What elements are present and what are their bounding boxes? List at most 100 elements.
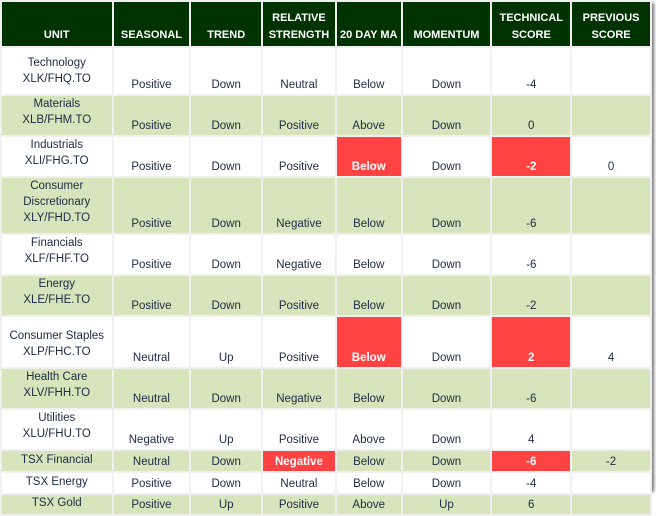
cell-20-day-ma: Below — [336, 276, 401, 315]
cell-unit: Consumer Discretionary XLY/FHD.TO — [2, 178, 112, 233]
cell-technical-score: -6 — [492, 369, 571, 408]
cell-unit: TSX Gold — [2, 495, 112, 514]
cell-trend: Up — [191, 495, 262, 514]
cell-technical-score: -6 — [492, 235, 571, 274]
cell-technical-score: -4 — [492, 48, 571, 94]
unit-line: XLP/FHC.TO — [23, 346, 91, 358]
cell-seasonal: Positive — [113, 137, 190, 176]
cell-20-day-ma: Below — [336, 235, 401, 274]
unit-line: Consumer Staples — [9, 330, 105, 342]
cell-trend: Down — [191, 48, 262, 94]
unit-line: TSX Energy — [25, 476, 88, 488]
cell-previous-score — [572, 48, 650, 94]
cell-unit: Industrials XLI/FHG.TO — [2, 137, 112, 176]
cell-trend: Up — [191, 410, 262, 449]
cell-previous-score: 4 — [572, 317, 650, 367]
unit-line: Financials — [30, 237, 83, 249]
cell-technical-score: 4 — [492, 410, 571, 449]
cell-momentum: Down — [402, 137, 491, 176]
cell-seasonal: Positive — [113, 178, 190, 233]
unit-line: XLK/FHQ.TO — [22, 73, 91, 85]
cell-technical-score: 2 — [492, 317, 571, 367]
header-previous-score: PREVIOUS SCORE — [572, 2, 650, 46]
cell-unit: Utilities XLU/FHU.TO — [2, 410, 112, 449]
cell-trend: Down — [191, 96, 262, 135]
cell-unit: Materials XLB/FHM.TO — [2, 96, 112, 135]
cell-relative-strength: Neutral — [263, 48, 335, 94]
unit-line: XLV/FHH.TO — [23, 387, 91, 399]
cell-relative-strength: Positive — [263, 96, 335, 135]
cell-momentum: Down — [402, 96, 491, 135]
cell-previous-score — [572, 369, 650, 408]
cell-previous-score — [572, 473, 650, 493]
cell-technical-score: -6 — [492, 451, 571, 471]
cell-momentum: Down — [402, 473, 491, 493]
cell-seasonal: Negative — [113, 410, 190, 449]
cell-technical-score: -6 — [492, 178, 571, 233]
cell-unit: Technology XLK/FHQ.TO — [2, 48, 112, 94]
cell-technical-score: -2 — [492, 137, 571, 176]
cell-trend: Down — [191, 369, 262, 408]
unit-line: Consumer — [30, 180, 84, 192]
unit-line: TSX Gold — [31, 497, 82, 509]
table-row: Utilities XLU/FHU.TO Negative Up Positive Abo… — [2, 410, 650, 449]
table-row: Consumer Staples XLP/FHC.TO Neutral Up Posit… — [2, 317, 650, 367]
cell-unit: TSX Energy — [2, 473, 112, 493]
table-row: Energy XLE/FHE.TO Positive Down Positive Belo… — [2, 276, 650, 315]
cell-seasonal: Positive — [113, 473, 190, 493]
table-row: Technology XLK/FHQ.TO Positive Down Neutral B… — [2, 48, 650, 94]
table-row: Consumer Discretionary XLY/FHD.TO Positive D… — [2, 178, 650, 233]
cell-seasonal: Neutral — [113, 451, 190, 471]
cell-trend: Down — [191, 178, 262, 233]
unit-line: XLU/FHU.TO — [22, 428, 91, 440]
cell-20-day-ma: Above — [336, 495, 401, 514]
header-relative-strength: RELATIVE STRENGTH — [263, 2, 335, 46]
cell-trend: Down — [191, 451, 262, 471]
header-momentum: MOMENTUM — [402, 2, 491, 46]
cell-momentum: Down — [402, 48, 491, 94]
cell-trend: Down — [191, 276, 262, 315]
header-20-day-ma: 20 DAY MA — [336, 2, 401, 46]
cell-20-day-ma: Below — [336, 317, 401, 367]
cell-unit: Energy XLE/FHE.TO — [2, 276, 112, 315]
cell-previous-score — [572, 178, 650, 233]
cell-relative-strength: Positive — [263, 495, 335, 514]
unit-line: TSX Financial — [20, 454, 93, 466]
unit-line: XLF/FHF.TO — [24, 253, 89, 265]
cell-unit: Financials XLF/FHF.TO — [2, 235, 112, 274]
cell-20-day-ma: Above — [336, 410, 401, 449]
table-row: Financials XLF/FHF.TO Positive Down Negative… — [2, 235, 650, 274]
header-unit: UNIT — [2, 2, 112, 46]
unit-line: Discretionary — [23, 196, 91, 208]
cell-relative-strength: Positive — [263, 137, 335, 176]
cell-relative-strength: Negative — [263, 235, 335, 274]
cell-seasonal: Positive — [113, 495, 190, 514]
header-seasonal: SEASONAL — [113, 2, 190, 46]
cell-seasonal: Positive — [113, 48, 190, 94]
table-row: TSX Financial Neutral Down Negative Below Dow… — [2, 451, 650, 471]
cell-20-day-ma: Below — [336, 369, 401, 408]
cell-momentum: Down — [402, 369, 491, 408]
cell-previous-score: -2 — [572, 451, 650, 471]
cell-previous-score — [572, 410, 650, 449]
cell-seasonal: Neutral — [113, 369, 190, 408]
cell-seasonal: Positive — [113, 96, 190, 135]
cell-trend: Down — [191, 137, 262, 176]
cell-trend: Down — [191, 235, 262, 274]
cell-20-day-ma: Below — [336, 178, 401, 233]
cell-seasonal: Neutral — [113, 317, 190, 367]
cell-relative-strength: Positive — [263, 410, 335, 449]
cell-relative-strength: Negative — [263, 451, 335, 471]
cell-unit: Consumer Staples XLP/FHC.TO — [2, 317, 112, 367]
cell-technical-score: 6 — [492, 495, 571, 514]
cell-momentum: Down — [402, 235, 491, 274]
unit-line: XLB/FHM.TO — [22, 114, 92, 126]
cell-previous-score — [572, 235, 650, 274]
unit-line: XLE/FHE.TO — [23, 294, 91, 306]
cell-relative-strength: Positive — [263, 276, 335, 315]
cell-unit: Health Care XLV/FHH.TO — [2, 369, 112, 408]
cell-seasonal: Positive — [113, 235, 190, 274]
cell-relative-strength: Negative — [263, 178, 335, 233]
cell-momentum: Down — [402, 276, 491, 315]
